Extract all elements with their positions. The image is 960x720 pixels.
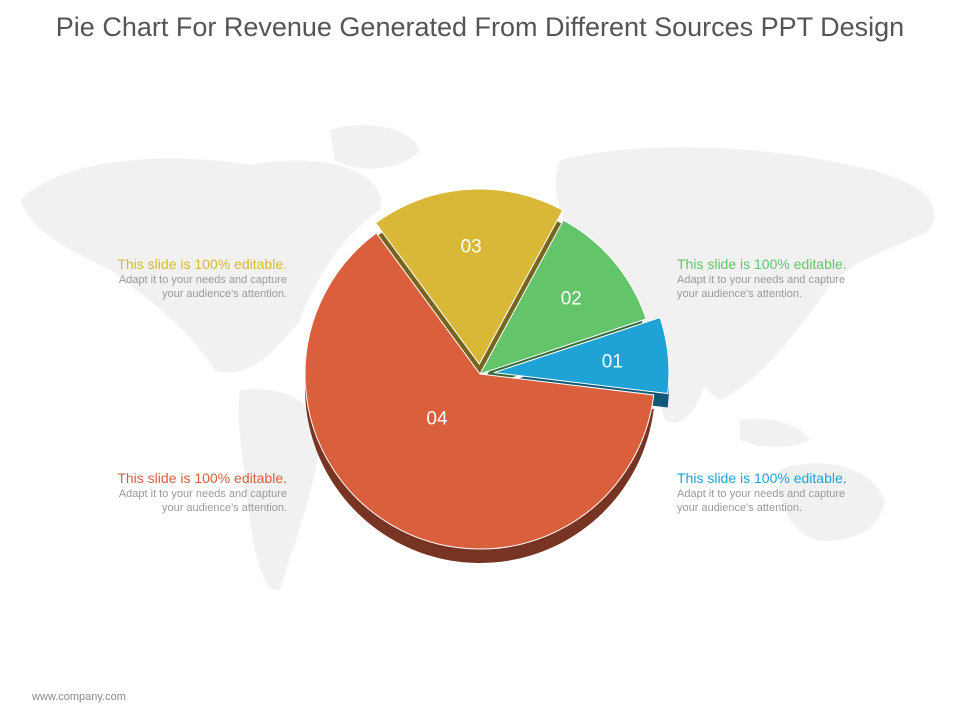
callout-01-body-line2: your audience's attention. [677, 502, 803, 514]
pie-slice-label-02: 02 [561, 289, 582, 310]
callout-04-body-line2: your audience's attention. [161, 502, 287, 514]
callout-02-body-line1: Adapt it to your needs and capture [677, 274, 846, 286]
callout-02-heading: This slide is 100% editable. [677, 256, 847, 272]
pie-slice-03 [374, 188, 564, 365]
callout-02-body-line2: your audience's attention. [677, 288, 803, 300]
callout-03-heading: This slide is 100% editable. [117, 256, 287, 272]
callout-01-body-line1: Adapt it to your needs and capture [677, 488, 846, 500]
pie-slice-label-03: 03 [461, 236, 482, 257]
callout-02: This slide is 100% editable. Adapt it to… [677, 256, 927, 301]
pie-slice-01 [493, 316, 670, 395]
callout-03-body-line1: Adapt it to your needs and capture [118, 274, 287, 286]
callout-04: This slide is 100% editable. Adapt it to… [37, 470, 287, 515]
footer-url: www.company.com [32, 691, 126, 703]
pie-slice-04 [304, 232, 655, 550]
callout-01: This slide is 100% editable. Adapt it to… [677, 470, 927, 515]
callout-03: This slide is 100% editable. Adapt it to… [37, 256, 287, 301]
callout-01-heading: This slide is 100% editable. [677, 470, 847, 486]
callout-04-heading: This slide is 100% editable. [117, 470, 287, 486]
page-title: Pie Chart For Revenue Generated From Dif… [55, 12, 905, 42]
callout-04-body-line1: Adapt it to your needs and capture [118, 488, 287, 500]
callout-03-body-line2: your audience's attention. [161, 288, 287, 300]
pie-slice-label-04: 04 [426, 409, 448, 430]
pie-slice-label-01: 01 [602, 352, 623, 373]
pie-slice-02 [478, 219, 647, 375]
